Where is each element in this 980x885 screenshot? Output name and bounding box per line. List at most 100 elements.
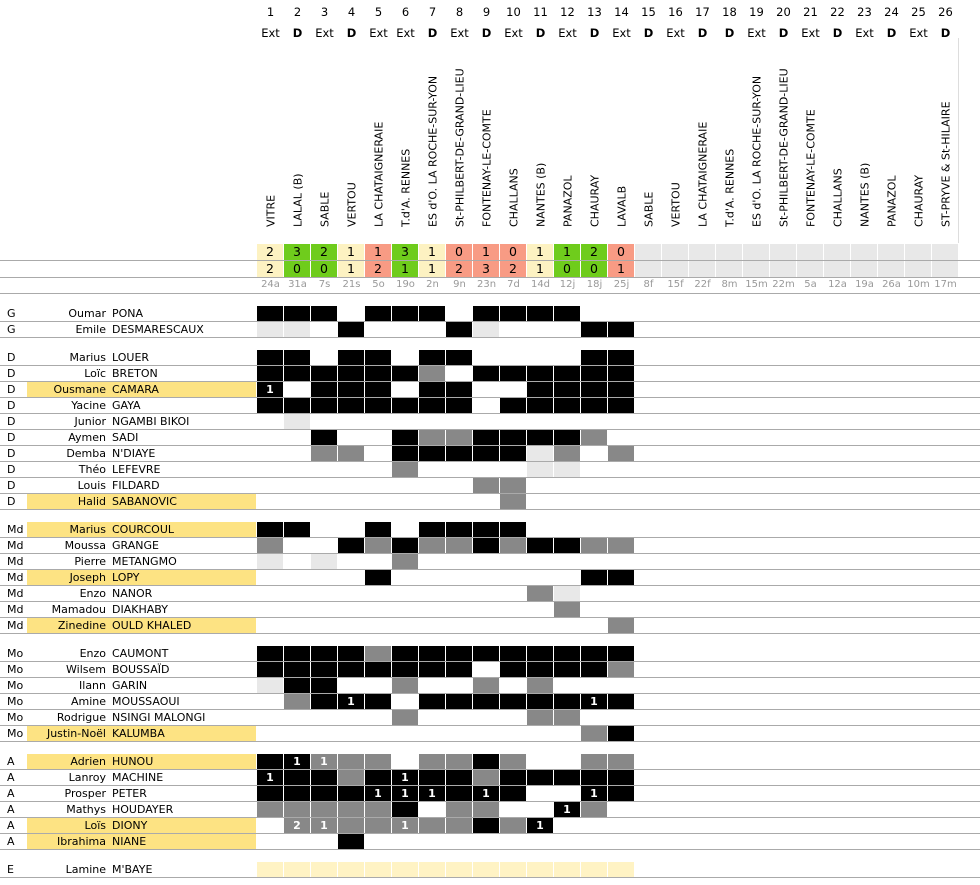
divider (958, 38, 959, 243)
player-last-name: GARIN (112, 679, 148, 692)
appearance-cell (527, 446, 553, 461)
appearance-cell (446, 646, 472, 661)
player-last-name: NIANE (112, 835, 147, 848)
player-first-name: Adrien (70, 755, 106, 768)
player-position: Mo (7, 695, 24, 708)
opponent-name: ES d'O. LA ROCHE-SUR-YON (743, 40, 770, 240)
appearance-cell (392, 662, 418, 677)
appearance-cell (392, 678, 418, 693)
player-last-name: DESMARESCAUX (112, 323, 204, 336)
appearance-cell: 1 (284, 754, 310, 769)
goals-count: 1 (401, 787, 409, 800)
appearance-cell (473, 646, 499, 661)
score-cell (932, 261, 958, 277)
player-first-name: Marius (69, 523, 106, 536)
player-first-name: Enzo (79, 587, 106, 600)
appearance-cell: 1 (527, 818, 553, 833)
match-number: 4 (347, 5, 356, 19)
player-position: A (7, 771, 15, 784)
player-row: D Junior NGAMBI BIKOI (0, 414, 980, 430)
appearance-cell (500, 430, 526, 445)
match-venue: D (427, 26, 438, 40)
opponent-name: SABLE (635, 40, 662, 240)
score-cell (905, 244, 931, 260)
appearance-cell (608, 862, 634, 877)
score-cell (797, 244, 823, 260)
score-cell: 3 (473, 261, 499, 277)
appearance-cell (446, 538, 472, 553)
player-position: D (7, 351, 16, 364)
appearance-cell (365, 694, 391, 709)
player-row: A Ibrahima NIANE (0, 834, 980, 850)
opponent-name: St-PHILBERT-DE-GRAND-LIEU (770, 40, 797, 240)
appearance-cell (608, 570, 634, 585)
score-cell: 1 (392, 261, 418, 277)
appearance-cell (419, 754, 445, 769)
appearance-cell (527, 430, 553, 445)
appearance-cell (581, 862, 607, 877)
score-cell (635, 261, 661, 277)
appearance-cell (257, 322, 283, 337)
opponent-label: T.d'A. RENNES (723, 148, 736, 227)
opponent-name: CHALLANS (824, 40, 851, 240)
appearance-cell (446, 322, 472, 337)
match-date: 12j (559, 279, 576, 290)
match-venue: Ext (315, 26, 334, 40)
player-first-name: Prosper (64, 787, 106, 800)
player-position: Md (7, 555, 24, 568)
appearance-cell (284, 366, 310, 381)
score-cell (905, 261, 931, 277)
appearance-cell (446, 754, 472, 769)
player-first-name: Enzo (79, 647, 106, 660)
appearance-cell (446, 522, 472, 537)
opponent-label: LALAL (B) (291, 173, 304, 227)
appearance-cell (392, 446, 418, 461)
opponent-label: CHAURAY (912, 174, 925, 227)
match-date: 5o (372, 279, 385, 290)
match-date: 22m (772, 279, 795, 290)
appearance-cell (500, 366, 526, 381)
player-row: Md Pierre METANGMO (0, 554, 980, 570)
match-date: 9n (453, 279, 466, 290)
goals-count: 1 (401, 819, 409, 832)
player-position: D (7, 463, 16, 476)
opponent-name: VERTOU (662, 40, 689, 240)
player-position: G (7, 307, 16, 320)
appearance-cell: 1 (581, 786, 607, 801)
appearance-cell (473, 366, 499, 381)
goals-count: 1 (266, 771, 274, 784)
player-first-name: Lamine (65, 863, 106, 876)
match-date: 2n (426, 279, 439, 290)
appearance-cell: 1 (473, 786, 499, 801)
appearance-cell (338, 382, 364, 397)
appearance-cell (284, 862, 310, 877)
appearance-cell (365, 818, 391, 833)
appearance-cell (419, 862, 445, 877)
player-row: A Lanroy MACHINE 1 1 (0, 770, 980, 786)
score-cell (932, 244, 958, 260)
match-date: 14d (530, 279, 551, 290)
player-row: D Ousmane CAMARA 1 (0, 382, 980, 398)
appearance-cell (257, 366, 283, 381)
match-date: 8f (643, 279, 654, 290)
appearance-cell (581, 646, 607, 661)
appearance-cell: 1 (257, 770, 283, 785)
player-last-name: NANOR (112, 587, 153, 600)
player-first-name: Théo (78, 463, 106, 476)
player-first-name: Mamadou (51, 603, 106, 616)
opponent-label: SABLE (318, 191, 331, 227)
appearance-cell (608, 322, 634, 337)
appearance-cell (338, 770, 364, 785)
appearance-cell (527, 366, 553, 381)
appearance-cell (311, 398, 337, 413)
score-cell (770, 244, 796, 260)
appearance-cell (608, 694, 634, 709)
match-number: 5 (374, 5, 383, 19)
appearance-cell (554, 398, 580, 413)
appearance-cell (365, 522, 391, 537)
opponent-label: VERTOU (669, 182, 682, 227)
appearance-cell (311, 554, 337, 569)
appearance-cell (473, 478, 499, 493)
match-number: 24 (884, 5, 899, 19)
appearance-cell (311, 862, 337, 877)
